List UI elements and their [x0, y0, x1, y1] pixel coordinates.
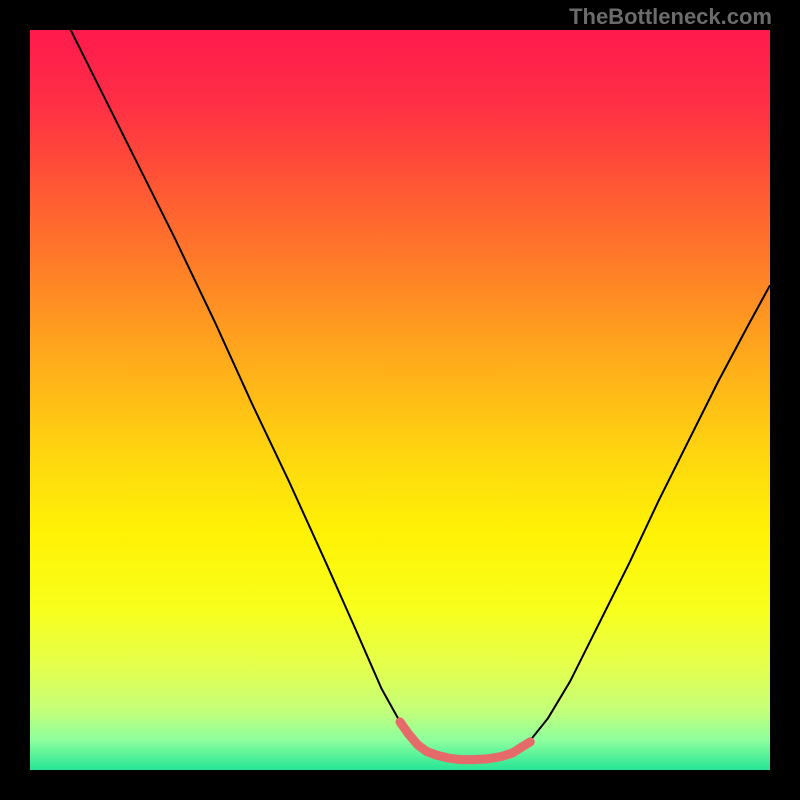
curve-layer: [30, 30, 770, 770]
optimal-range-marker: [400, 722, 530, 760]
watermark-text: TheBottleneck.com: [569, 4, 772, 30]
bottleneck-curve: [71, 30, 770, 760]
plot-area: [30, 30, 770, 770]
chart-frame: TheBottleneck.com: [0, 0, 800, 800]
